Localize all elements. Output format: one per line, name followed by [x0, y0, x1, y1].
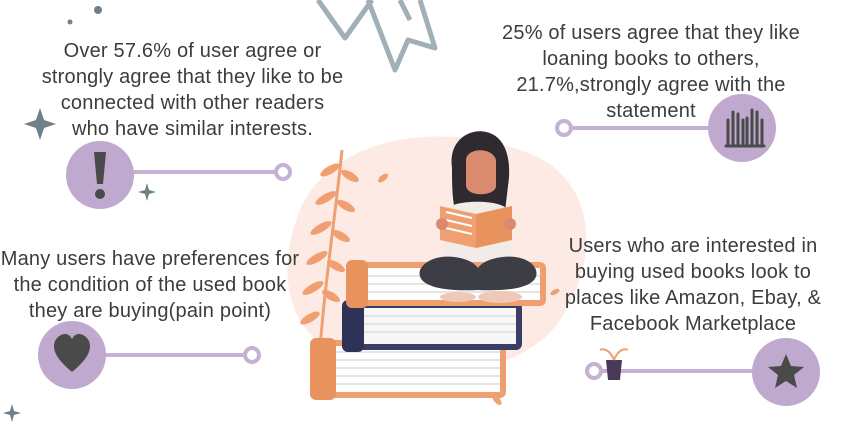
- star-icon: [768, 354, 804, 388]
- callout-book-condition: Many users have preferences for the cond…: [0, 248, 300, 322]
- hands-badge: [708, 94, 776, 162]
- leaf-icon: [378, 173, 388, 183]
- decor-dot: [94, 6, 102, 14]
- sparkle-icon: [138, 183, 156, 201]
- connector-end: [555, 119, 573, 137]
- leaf-icon: [550, 288, 560, 296]
- exclamation-icon: [94, 152, 106, 199]
- connector-end: [243, 346, 261, 364]
- callout-connected-readers: Over 57.6% of user agree or strongly agr…: [41, 40, 344, 140]
- heart-badge: [38, 321, 106, 389]
- sparkle-icon: [24, 108, 56, 140]
- callout-buying-places: Users who are interested in buying used …: [564, 235, 822, 335]
- heart-icon: [54, 334, 90, 372]
- sparkle-icon: [3, 404, 21, 422]
- star-badge: [752, 338, 820, 406]
- exclamation-badge: [66, 141, 134, 209]
- reader-figure: [419, 131, 537, 303]
- connector-end: [585, 362, 603, 380]
- plant-pot-icon: [599, 348, 629, 380]
- connector-end: [274, 163, 292, 181]
- callout-loaning-books: 25% of users agree that they like loanin…: [502, 22, 800, 122]
- ribbon-icon: [315, 0, 438, 73]
- decor-dot: [67, 19, 73, 25]
- hands-icon: [724, 108, 766, 148]
